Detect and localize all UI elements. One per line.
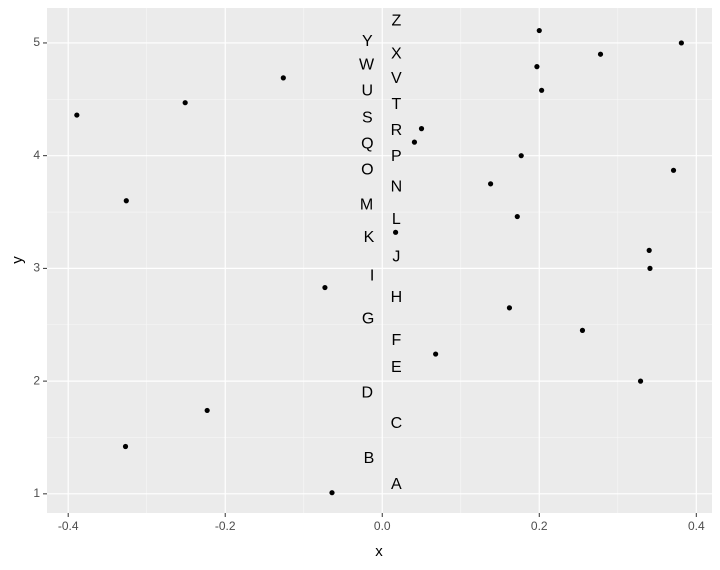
point <box>670 167 677 173</box>
point <box>597 51 604 57</box>
y-tick-label: 3 <box>33 261 40 275</box>
point <box>322 284 328 291</box>
point <box>122 443 129 450</box>
point <box>514 213 520 220</box>
point-label: B <box>364 450 375 467</box>
point <box>536 27 542 34</box>
point-label: M <box>360 196 373 213</box>
panel <box>47 8 712 513</box>
point <box>487 181 494 187</box>
point-label: S <box>362 110 373 127</box>
point <box>518 153 524 159</box>
point <box>433 351 439 357</box>
y-axis-title: y <box>9 256 26 264</box>
point-label: G <box>362 310 374 327</box>
point-label: C <box>391 415 403 432</box>
point-label: X <box>391 45 402 62</box>
point <box>123 198 129 204</box>
x-tick-label: 0.0 <box>374 519 391 533</box>
point-label: F <box>391 332 401 349</box>
point-label: R <box>391 122 403 139</box>
point <box>329 490 335 496</box>
y-tick-label: 1 <box>33 486 40 500</box>
y-tick-label: 5 <box>33 35 40 49</box>
point <box>637 378 644 384</box>
point-label: Y <box>362 33 373 50</box>
point <box>280 75 286 81</box>
point <box>182 100 188 106</box>
point <box>411 139 418 145</box>
point <box>678 40 684 46</box>
point-label: H <box>391 289 403 306</box>
point <box>647 265 653 271</box>
y-tick-label: 2 <box>33 373 40 387</box>
point <box>74 112 80 118</box>
point-label: K <box>364 229 375 246</box>
point-label: D <box>362 385 374 402</box>
point <box>506 305 513 311</box>
point-label: V <box>391 70 402 87</box>
point-label: I <box>370 268 374 285</box>
point-label: P <box>391 148 402 165</box>
point-label: W <box>359 57 375 74</box>
x-tick-label: 0.2 <box>531 519 548 533</box>
point <box>204 407 210 414</box>
y-tick-label: 4 <box>33 148 40 162</box>
point <box>534 64 540 70</box>
point-label: J <box>392 248 400 265</box>
point-label: U <box>362 83 374 100</box>
x-tick-label: -0.2 <box>215 519 236 533</box>
point <box>392 229 399 235</box>
point-label: Q <box>361 136 373 153</box>
x-tick-label: -0.4 <box>58 519 79 533</box>
point-label: L <box>392 211 401 228</box>
point-label: O <box>361 162 373 179</box>
point <box>579 327 586 333</box>
point <box>539 87 545 93</box>
point-label: Z <box>391 13 401 30</box>
point-label: A <box>391 476 402 493</box>
point-label: N <box>391 178 403 195</box>
x-tick-label: 0.4 <box>688 519 705 533</box>
point-label: E <box>391 359 402 376</box>
point <box>418 126 425 132</box>
point-label: T <box>391 96 401 113</box>
x-axis-title: x <box>375 543 383 560</box>
point <box>646 247 652 253</box>
